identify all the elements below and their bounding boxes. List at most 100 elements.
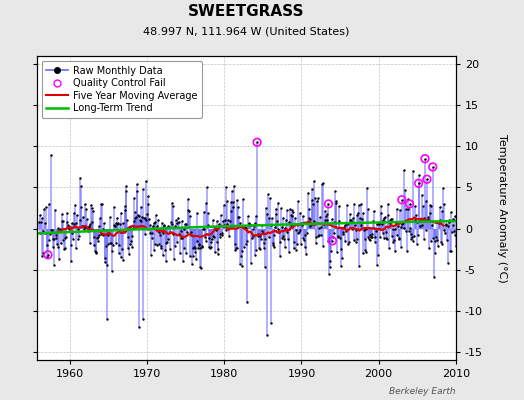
Point: [349, 215, 357, 221]
Point: [127, 238, 135, 245]
Point: [43, 242, 51, 248]
Point: [81, 201, 89, 208]
Point: [424, 245, 433, 251]
Point: [454, 214, 462, 221]
Point: [135, 324, 144, 330]
Point: [198, 243, 206, 249]
Point: [108, 267, 116, 274]
Point: [170, 223, 179, 229]
Point: [190, 244, 198, 250]
Point: [390, 226, 399, 232]
Point: [171, 243, 180, 249]
Point: [278, 224, 287, 230]
Point: [388, 216, 396, 222]
Point: [53, 240, 61, 247]
Point: [440, 201, 448, 207]
Point: [177, 235, 185, 242]
Point: [138, 186, 147, 192]
Point: [438, 241, 446, 247]
Point: [137, 204, 146, 210]
Point: [435, 220, 443, 226]
Point: [305, 223, 314, 230]
Point: [381, 235, 390, 242]
Point: [405, 228, 413, 234]
Point: [275, 229, 283, 235]
Point: [235, 220, 244, 226]
Point: [299, 213, 307, 219]
Point: [321, 217, 329, 224]
Point: [87, 202, 95, 208]
Point: [333, 234, 342, 240]
Point: [71, 202, 79, 208]
Point: [406, 201, 414, 207]
Point: [302, 251, 310, 257]
Point: [165, 223, 173, 230]
Point: [119, 256, 127, 263]
Point: [338, 254, 346, 261]
Point: [144, 193, 152, 199]
Point: [384, 212, 392, 218]
Point: [266, 195, 274, 201]
Point: [54, 256, 63, 262]
Point: [312, 240, 321, 246]
Point: [331, 188, 339, 194]
Point: [72, 245, 81, 252]
Point: [196, 245, 205, 252]
Point: [372, 228, 380, 234]
Point: [294, 228, 303, 235]
Point: [330, 229, 338, 236]
Point: [400, 224, 408, 231]
Point: [259, 245, 268, 251]
Point: [74, 226, 82, 232]
Point: [191, 249, 199, 256]
Point: [152, 212, 160, 218]
Point: [205, 235, 213, 241]
Text: 48.997 N, 111.964 W (United States): 48.997 N, 111.964 W (United States): [143, 26, 350, 36]
Point: [444, 217, 453, 224]
Point: [351, 227, 359, 234]
Point: [440, 227, 449, 234]
Point: [341, 238, 349, 244]
Point: [112, 240, 121, 246]
Point: [226, 218, 234, 225]
Point: [335, 218, 343, 224]
Point: [416, 222, 424, 229]
Point: [163, 236, 172, 242]
Point: [41, 220, 50, 226]
Point: [209, 233, 217, 239]
Point: [105, 230, 113, 236]
Point: [70, 221, 78, 227]
Point: [98, 201, 106, 208]
Point: [270, 231, 279, 238]
Text: SWEETGRASS: SWEETGRASS: [188, 4, 304, 19]
Point: [325, 263, 334, 270]
Point: [185, 213, 194, 219]
Point: [282, 217, 290, 223]
Point: [367, 230, 376, 237]
Point: [191, 245, 200, 252]
Point: [449, 222, 457, 228]
Point: [233, 197, 242, 203]
Point: [430, 274, 438, 280]
Point: [443, 260, 452, 266]
Point: [232, 244, 240, 251]
Point: [293, 240, 301, 247]
Point: [369, 208, 378, 214]
Point: [129, 225, 137, 231]
Point: [324, 201, 333, 207]
Point: [88, 218, 96, 225]
Point: [321, 208, 330, 215]
Point: [416, 218, 424, 225]
Point: [302, 230, 311, 236]
Point: [129, 217, 138, 224]
Point: [58, 218, 67, 224]
Point: [64, 226, 73, 233]
Point: [375, 221, 384, 227]
Point: [268, 240, 277, 246]
Point: [201, 238, 210, 245]
Point: [377, 210, 386, 216]
Point: [329, 234, 337, 240]
Point: [115, 242, 123, 248]
Point: [418, 222, 427, 228]
Point: [100, 220, 108, 226]
